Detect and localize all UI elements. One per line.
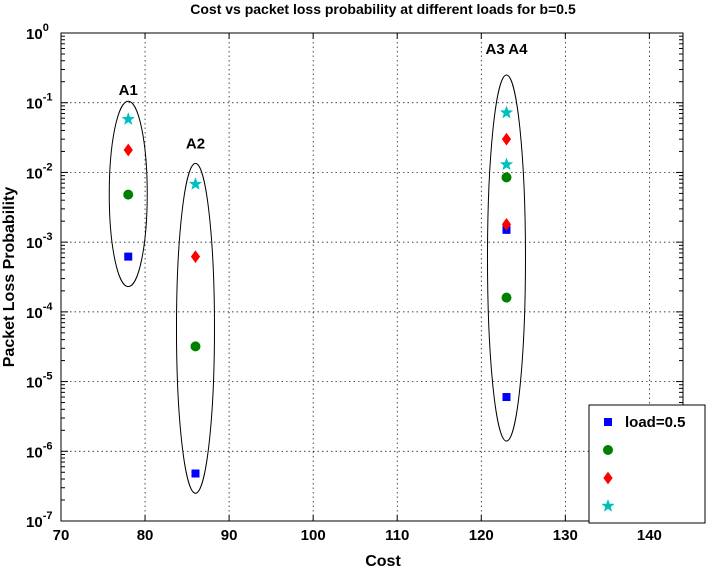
y-tick-label: 100 [26,22,49,43]
data-point-series-0 [191,469,200,478]
x-tick-label: 110 [385,527,409,544]
legend-marker-series-3 [601,499,615,512]
y-tick-mantissa: 10 [26,375,43,392]
y-tick-exponent: -6 [43,440,53,452]
legend-marker-series-2 [603,471,613,485]
x-tick-label: 120 [469,527,494,544]
plot-frame [60,32,684,522]
y-tick-exponent: 0 [43,22,49,34]
group-ellipses [108,74,526,494]
y-tick-exponent: -4 [43,301,54,313]
x-tick-label: 80 [137,527,154,544]
y-tick-exponent: -2 [43,161,53,173]
data-point-series-1 [501,292,512,303]
x-tick-label: 140 [637,527,662,544]
data-point-series-3 [121,112,135,125]
legend-marker-series-0 [604,418,612,426]
y-tick-mantissa: 10 [26,96,43,113]
group-ellipse [175,162,215,494]
y-tick-mantissa: 10 [26,26,43,43]
axis-ticks: 70 80 90 100 110 120 130 14010-710-610-510-410-… [26,22,683,544]
group-ellipse [486,74,526,442]
data-point-series-0 [124,252,133,261]
data-point-series-2 [501,217,512,231]
data-point-series-1 [190,341,201,352]
group-label: A2 [186,136,205,153]
group-annotations: A1 A2 A3 A4 [119,41,528,153]
y-tick-exponent: -5 [43,371,53,383]
x-tick-label: 100 [301,527,326,544]
y-tick-mantissa: 10 [26,514,43,531]
y-tick-exponent: -7 [43,510,53,522]
data-point-series-3 [499,157,514,171]
x-tick-label: 70 [53,527,70,544]
x-tick-label: 90 [221,527,238,544]
data-points [121,105,514,478]
group-ellipse [108,100,148,288]
chart-title: Cost vs packet loss probability at diffe… [190,1,576,17]
y-tick-label: 10-4 [26,301,53,322]
y-tick-label: 10-2 [26,161,52,182]
y-tick-mantissa: 10 [26,444,43,461]
x-axis-label: Cost [365,553,401,570]
y-tick-mantissa: 10 [26,305,43,322]
legend-label: load=0.5 [625,414,685,431]
x-tick-label: 130 [553,527,578,544]
y-axis-label: Packet Loss Probability [1,187,18,368]
data-point-series-2 [190,250,201,263]
grid-lines [61,33,683,521]
data-point-series-1 [123,189,134,200]
y-tick-mantissa: 10 [26,235,43,252]
y-tick-label: 10-6 [26,440,52,461]
data-point-series-0 [502,393,511,402]
data-point-series-3 [188,177,203,190]
legend: load=0.5 [588,404,706,524]
y-tick-exponent: -3 [43,231,53,243]
y-tick-label: 10-1 [26,92,52,113]
y-tick-exponent: -1 [43,92,53,104]
data-point-series-2 [123,143,133,157]
group-label: A1 [119,82,138,99]
data-point-series-3 [499,105,514,119]
group-label: A3 A4 [486,41,529,58]
y-tick-label: 10-7 [26,510,52,531]
y-tick-label: 10-5 [26,371,52,392]
legend-marker-series-1 [603,445,613,455]
data-point-series-2 [501,132,512,146]
y-tick-mantissa: 10 [26,165,43,182]
y-tick-label: 10-3 [26,231,52,252]
data-point-series-1 [501,172,512,183]
